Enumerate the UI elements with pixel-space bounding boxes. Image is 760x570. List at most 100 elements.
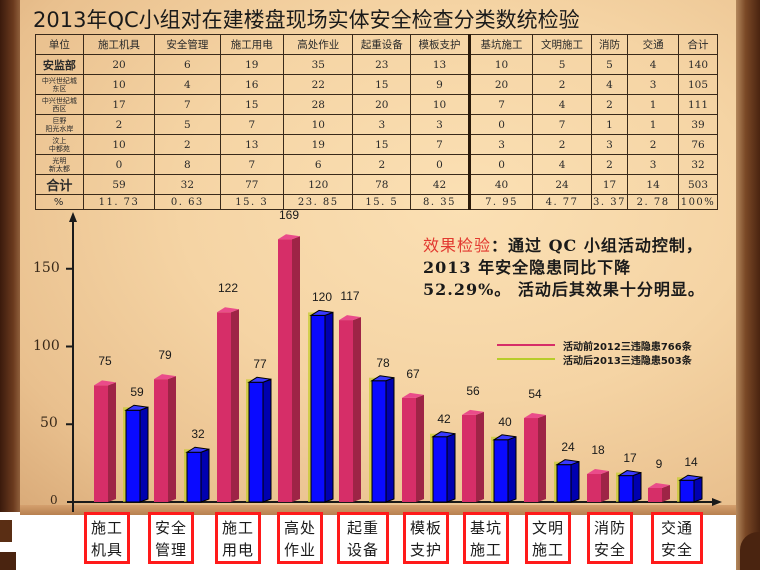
value-cell: 22 — [283, 74, 354, 95]
bar-before — [278, 234, 300, 502]
y-tick-label: 50 — [40, 415, 58, 432]
y-axis-arrow — [69, 212, 77, 222]
bar-front — [125, 409, 141, 503]
value-cell: 7. 95 — [467, 194, 534, 210]
bar-value-label: 120 — [311, 290, 333, 305]
category-label-line: 施工 — [221, 519, 254, 537]
value-cell: 0. 63 — [154, 194, 221, 210]
table-header-cell: 基坑施工 — [467, 34, 534, 55]
category-label-line: 施工 — [90, 519, 123, 537]
unit-line2: 阳光水岸 — [45, 124, 74, 133]
bar-front — [524, 418, 538, 502]
value-cell: 15. 5 — [352, 194, 412, 210]
total-row: 合计 59 32 77 120 78 42 40 24 17 14 503 — [35, 174, 718, 195]
bar-side — [200, 448, 210, 503]
value-cell: 11. 73 — [82, 194, 156, 210]
bar-after — [555, 459, 580, 503]
bar-top — [648, 483, 670, 489]
category-label-line: 起重 — [346, 519, 379, 537]
bar-front — [278, 239, 292, 502]
value-cell: 23. 85 — [283, 194, 354, 210]
bar-value-label: 67 — [406, 366, 420, 381]
bar-side — [324, 311, 334, 503]
unit-line2: 中都苑 — [48, 144, 70, 153]
total-row-label: 合计 — [35, 174, 84, 195]
bar-side — [139, 406, 149, 503]
bar-before — [339, 315, 361, 502]
category-label: 施工 用电 — [215, 512, 261, 564]
category-label: 基坑 施工 — [463, 512, 509, 564]
bar-top — [339, 315, 361, 321]
category-label-line: 设备 — [346, 541, 379, 559]
value-cell: 10 — [467, 54, 534, 75]
bar-side — [632, 471, 642, 503]
bar-side — [416, 394, 424, 502]
bar-before — [462, 409, 484, 502]
bar-top — [678, 474, 703, 481]
value-cell: 17 — [82, 94, 156, 115]
category-label-line: 管理 — [154, 541, 187, 559]
legend-item-after: 活动后2013三违隐患503条 — [497, 352, 692, 367]
category-label-line: 支护 — [409, 541, 442, 559]
bar-front — [432, 436, 448, 503]
bar-after — [678, 474, 703, 503]
legend-swatch-before — [497, 344, 555, 346]
value-cell: 100% — [678, 194, 718, 210]
bar-side — [507, 436, 517, 503]
category-label: 高处 作业 — [277, 512, 323, 564]
unit-line1: 巨野 — [52, 116, 67, 125]
value-cell: 20 — [352, 94, 412, 115]
category-label-line: 消防 — [593, 519, 626, 537]
bar-side — [168, 376, 176, 502]
bar-side — [108, 382, 116, 502]
bar-before — [402, 392, 424, 502]
frame-curl — [740, 532, 760, 570]
unit-line2: 东区 — [52, 84, 67, 93]
category-label-line: 交通 — [660, 519, 693, 537]
bar-front — [462, 414, 476, 502]
category-label: 消防 安全 — [587, 512, 633, 564]
bar-value-label: 77 — [253, 357, 267, 372]
category-label-line: 安全 — [154, 519, 187, 537]
bar-front — [648, 488, 662, 502]
bar-after — [492, 434, 517, 503]
legend-label-after: 活动后2013三违隐患503条 — [563, 355, 692, 367]
category-label: 施工 机具 — [84, 512, 130, 564]
bar-value-label: 59 — [130, 385, 144, 400]
bar-value-label: 18 — [591, 443, 605, 457]
value-cell: 15 — [219, 94, 285, 115]
bar-front — [618, 475, 634, 503]
table-header-cell: 合计 — [678, 34, 718, 55]
bar-front — [679, 479, 695, 503]
bar-front — [339, 320, 353, 502]
bar-top — [617, 470, 642, 477]
bar-front — [402, 397, 416, 502]
bar-after — [247, 376, 272, 503]
bar-side — [446, 432, 456, 503]
statistics-table: 单位 施工机具 安全管理 施工用电 高处作业 起重设备 模板支护 基坑施工 文明施工 消防 交通 合计… — [35, 34, 718, 210]
bar-after — [124, 404, 149, 503]
bar-front — [154, 379, 168, 502]
category-label-line: 机具 — [90, 541, 123, 559]
bar-top — [492, 434, 517, 441]
bar-before — [648, 483, 670, 502]
value-cell: 3. 37 — [590, 194, 629, 210]
unit-line1: 汶上 — [52, 136, 67, 145]
y-tick-label: 150 — [33, 259, 60, 276]
bar-front — [587, 474, 601, 502]
category-label-line: 施工 — [469, 541, 502, 559]
bar-top — [217, 307, 239, 313]
bar-side — [693, 476, 703, 503]
bar-top — [524, 413, 546, 419]
unit-line1: 中兴世纪城 — [41, 96, 77, 105]
table-header-cell: 文明施工 — [532, 34, 592, 55]
bar-before — [94, 380, 116, 502]
bar-value-label: 78 — [376, 355, 390, 370]
table-row: 汶上 中都苑 10 2 13 19 15 7 3 2 3 2 76 — [35, 134, 718, 155]
category-label-line: 文明 — [531, 519, 564, 537]
bar-top — [124, 404, 149, 411]
bar-top — [431, 431, 456, 438]
bar-top — [154, 374, 176, 380]
bar-after — [617, 470, 642, 503]
value-cell: 19 — [219, 54, 285, 75]
